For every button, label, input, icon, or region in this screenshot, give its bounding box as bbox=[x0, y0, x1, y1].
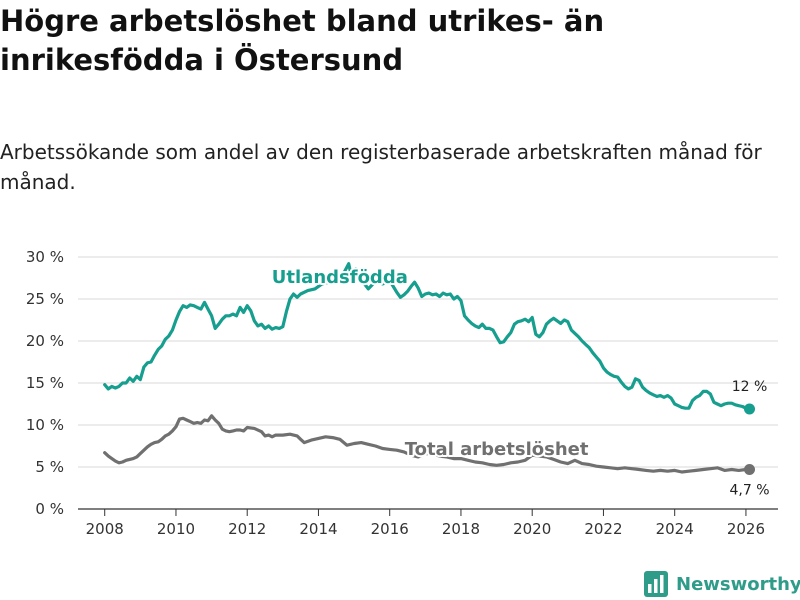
x-tick-label: 2010 bbox=[157, 520, 195, 538]
x-tick-label: 2026 bbox=[727, 520, 765, 538]
axes: 0 % 5 % 10 % 15 % 20 % 25 % 30 % 2008 2010 2012 20… bbox=[26, 248, 778, 538]
x-tick-label: 2020 bbox=[513, 520, 551, 538]
series-lines bbox=[103, 262, 756, 476]
series-labels: 12 % 4,7 % Utlandsfödda Total arbetslöshet bbox=[270, 265, 770, 499]
chart-subtitle: Arbetssökande som andel av den registerb… bbox=[0, 140, 762, 194]
bar-chart-logo-icon bbox=[644, 571, 668, 597]
end-point-utlandsfodda bbox=[744, 403, 756, 415]
end-value-label-total: 4,7 % bbox=[729, 483, 769, 499]
chart-title: Högre arbetslöshet bland utrikes- än inr… bbox=[0, 4, 605, 77]
series-line-utlandsfodda bbox=[103, 262, 752, 411]
grid-lines bbox=[78, 256, 778, 468]
y-tick-label: 30 % bbox=[26, 248, 64, 266]
y-tick-label: 25 % bbox=[26, 290, 64, 308]
x-tick-label: 2016 bbox=[371, 520, 409, 538]
brand-name: Newsworthy bbox=[676, 573, 800, 595]
newsworthy-logo: Newsworthy bbox=[644, 568, 800, 600]
y-tick-label: 10 % bbox=[26, 416, 64, 434]
end-value-label-utlandsfodda: 12 % bbox=[732, 379, 768, 395]
y-tick-label: 20 % bbox=[26, 332, 64, 350]
x-tick-label: 2024 bbox=[656, 520, 694, 538]
series-label-utlandsfodda: Utlandsfödda bbox=[272, 267, 408, 288]
x-tick-label: 2008 bbox=[86, 520, 124, 538]
end-point-total bbox=[744, 464, 756, 476]
x-tick-label: 2022 bbox=[584, 520, 622, 538]
x-tick-label: 2014 bbox=[299, 520, 337, 538]
y-tick-label: 0 % bbox=[35, 500, 64, 518]
series-label-total: Total arbetslöshet bbox=[405, 439, 589, 460]
x-tick-label: 2012 bbox=[228, 520, 266, 538]
series-line-total bbox=[103, 414, 752, 474]
y-tick-label: 15 % bbox=[26, 374, 64, 392]
x-tick-label: 2018 bbox=[442, 520, 480, 538]
y-tick-label: 5 % bbox=[35, 458, 64, 476]
